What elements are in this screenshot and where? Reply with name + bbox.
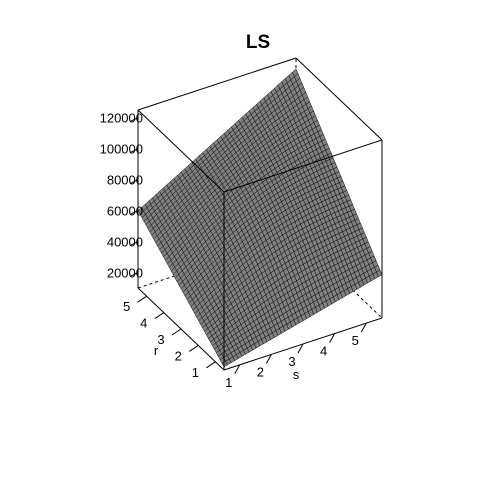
y-tick <box>154 312 165 320</box>
x-tick <box>265 354 272 364</box>
z-tick-label: 20000 <box>107 266 143 281</box>
x-tick <box>234 364 241 375</box>
y-tick <box>137 295 147 303</box>
y-tick-label: 1 <box>192 365 199 380</box>
z-tick <box>129 241 139 247</box>
z-tick <box>129 179 139 185</box>
x-tick <box>360 322 367 333</box>
y-axis-label: r <box>154 343 159 358</box>
y-tick-label: 3 <box>157 332 164 347</box>
x-tick-label: 3 <box>288 354 295 369</box>
y-tick <box>171 328 182 336</box>
z-tick <box>129 117 139 123</box>
y-tick-label: 4 <box>140 316 147 331</box>
z-tick-label: 40000 <box>107 235 143 250</box>
surface-facet <box>376 269 383 278</box>
z-tick <box>129 148 139 154</box>
y-tick-label: 2 <box>175 348 182 363</box>
chart-title: LS <box>246 32 270 53</box>
x-tick-label: 4 <box>320 344 327 359</box>
z-tick-label: 100000 <box>100 142 143 157</box>
x-axis-label: s <box>293 367 300 382</box>
y-tick-label: 5 <box>123 299 130 314</box>
surface-mesh <box>137 68 383 368</box>
z-tick-label: 120000 <box>100 111 143 126</box>
z-tick <box>129 272 139 277</box>
z-tick <box>129 210 139 216</box>
x-tick <box>297 343 304 354</box>
y-tick <box>206 361 216 369</box>
z-tick-label: 80000 <box>107 173 143 188</box>
z-tick-label: 60000 <box>107 204 143 219</box>
y-tick <box>188 344 199 352</box>
x-tick-label: 5 <box>352 333 359 348</box>
axes: 1234512345200004000060000800001000001200… <box>100 111 367 390</box>
x-tick-label: 2 <box>257 364 264 379</box>
x-tick-label: 1 <box>225 375 232 390</box>
x-tick <box>329 333 336 343</box>
